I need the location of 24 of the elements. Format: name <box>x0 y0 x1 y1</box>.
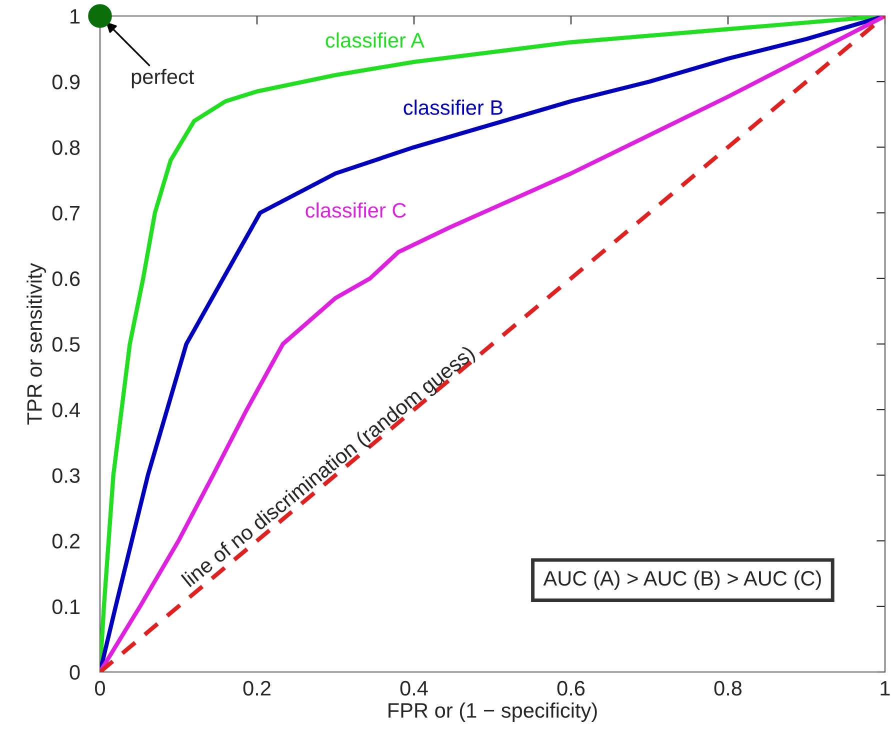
y-tick-label: 0.8 <box>52 140 80 155</box>
x-tick-label: 0.2 <box>243 680 270 696</box>
y-tick-label: 0.6 <box>52 271 80 286</box>
series-label: classifier C <box>306 202 406 218</box>
y-tick-label: 0 <box>70 665 80 680</box>
y-tick-label: 0.3 <box>52 468 80 483</box>
annotation: perfect <box>132 68 194 88</box>
x-tick-label: 0 <box>95 680 105 696</box>
x-tick-label: 0.6 <box>557 680 585 696</box>
y-tick-label: 0.2 <box>52 534 80 549</box>
x-axis-title: FPR or (1 − specificity) <box>388 702 597 722</box>
y-tick-label: 0.4 <box>52 402 80 418</box>
annotation: AUC (A) > AUC (B) > AUC (C) <box>543 570 821 590</box>
x-tick-label: 0.4 <box>400 680 428 696</box>
y-tick-label: 0.1 <box>52 599 80 614</box>
y-axis-title: TPR or sensitivity <box>26 263 46 425</box>
y-tick-label: 1 <box>70 9 80 24</box>
x-tick-label: 0.8 <box>714 680 742 696</box>
x-tick-label: 1 <box>880 681 890 696</box>
series-label: classifier B <box>404 100 503 115</box>
y-tick-label: 0.7 <box>52 206 80 221</box>
series-label: classifier A <box>326 32 424 48</box>
y-tick-label: 0.5 <box>52 337 80 352</box>
y-tick-label: 0.9 <box>52 74 80 90</box>
